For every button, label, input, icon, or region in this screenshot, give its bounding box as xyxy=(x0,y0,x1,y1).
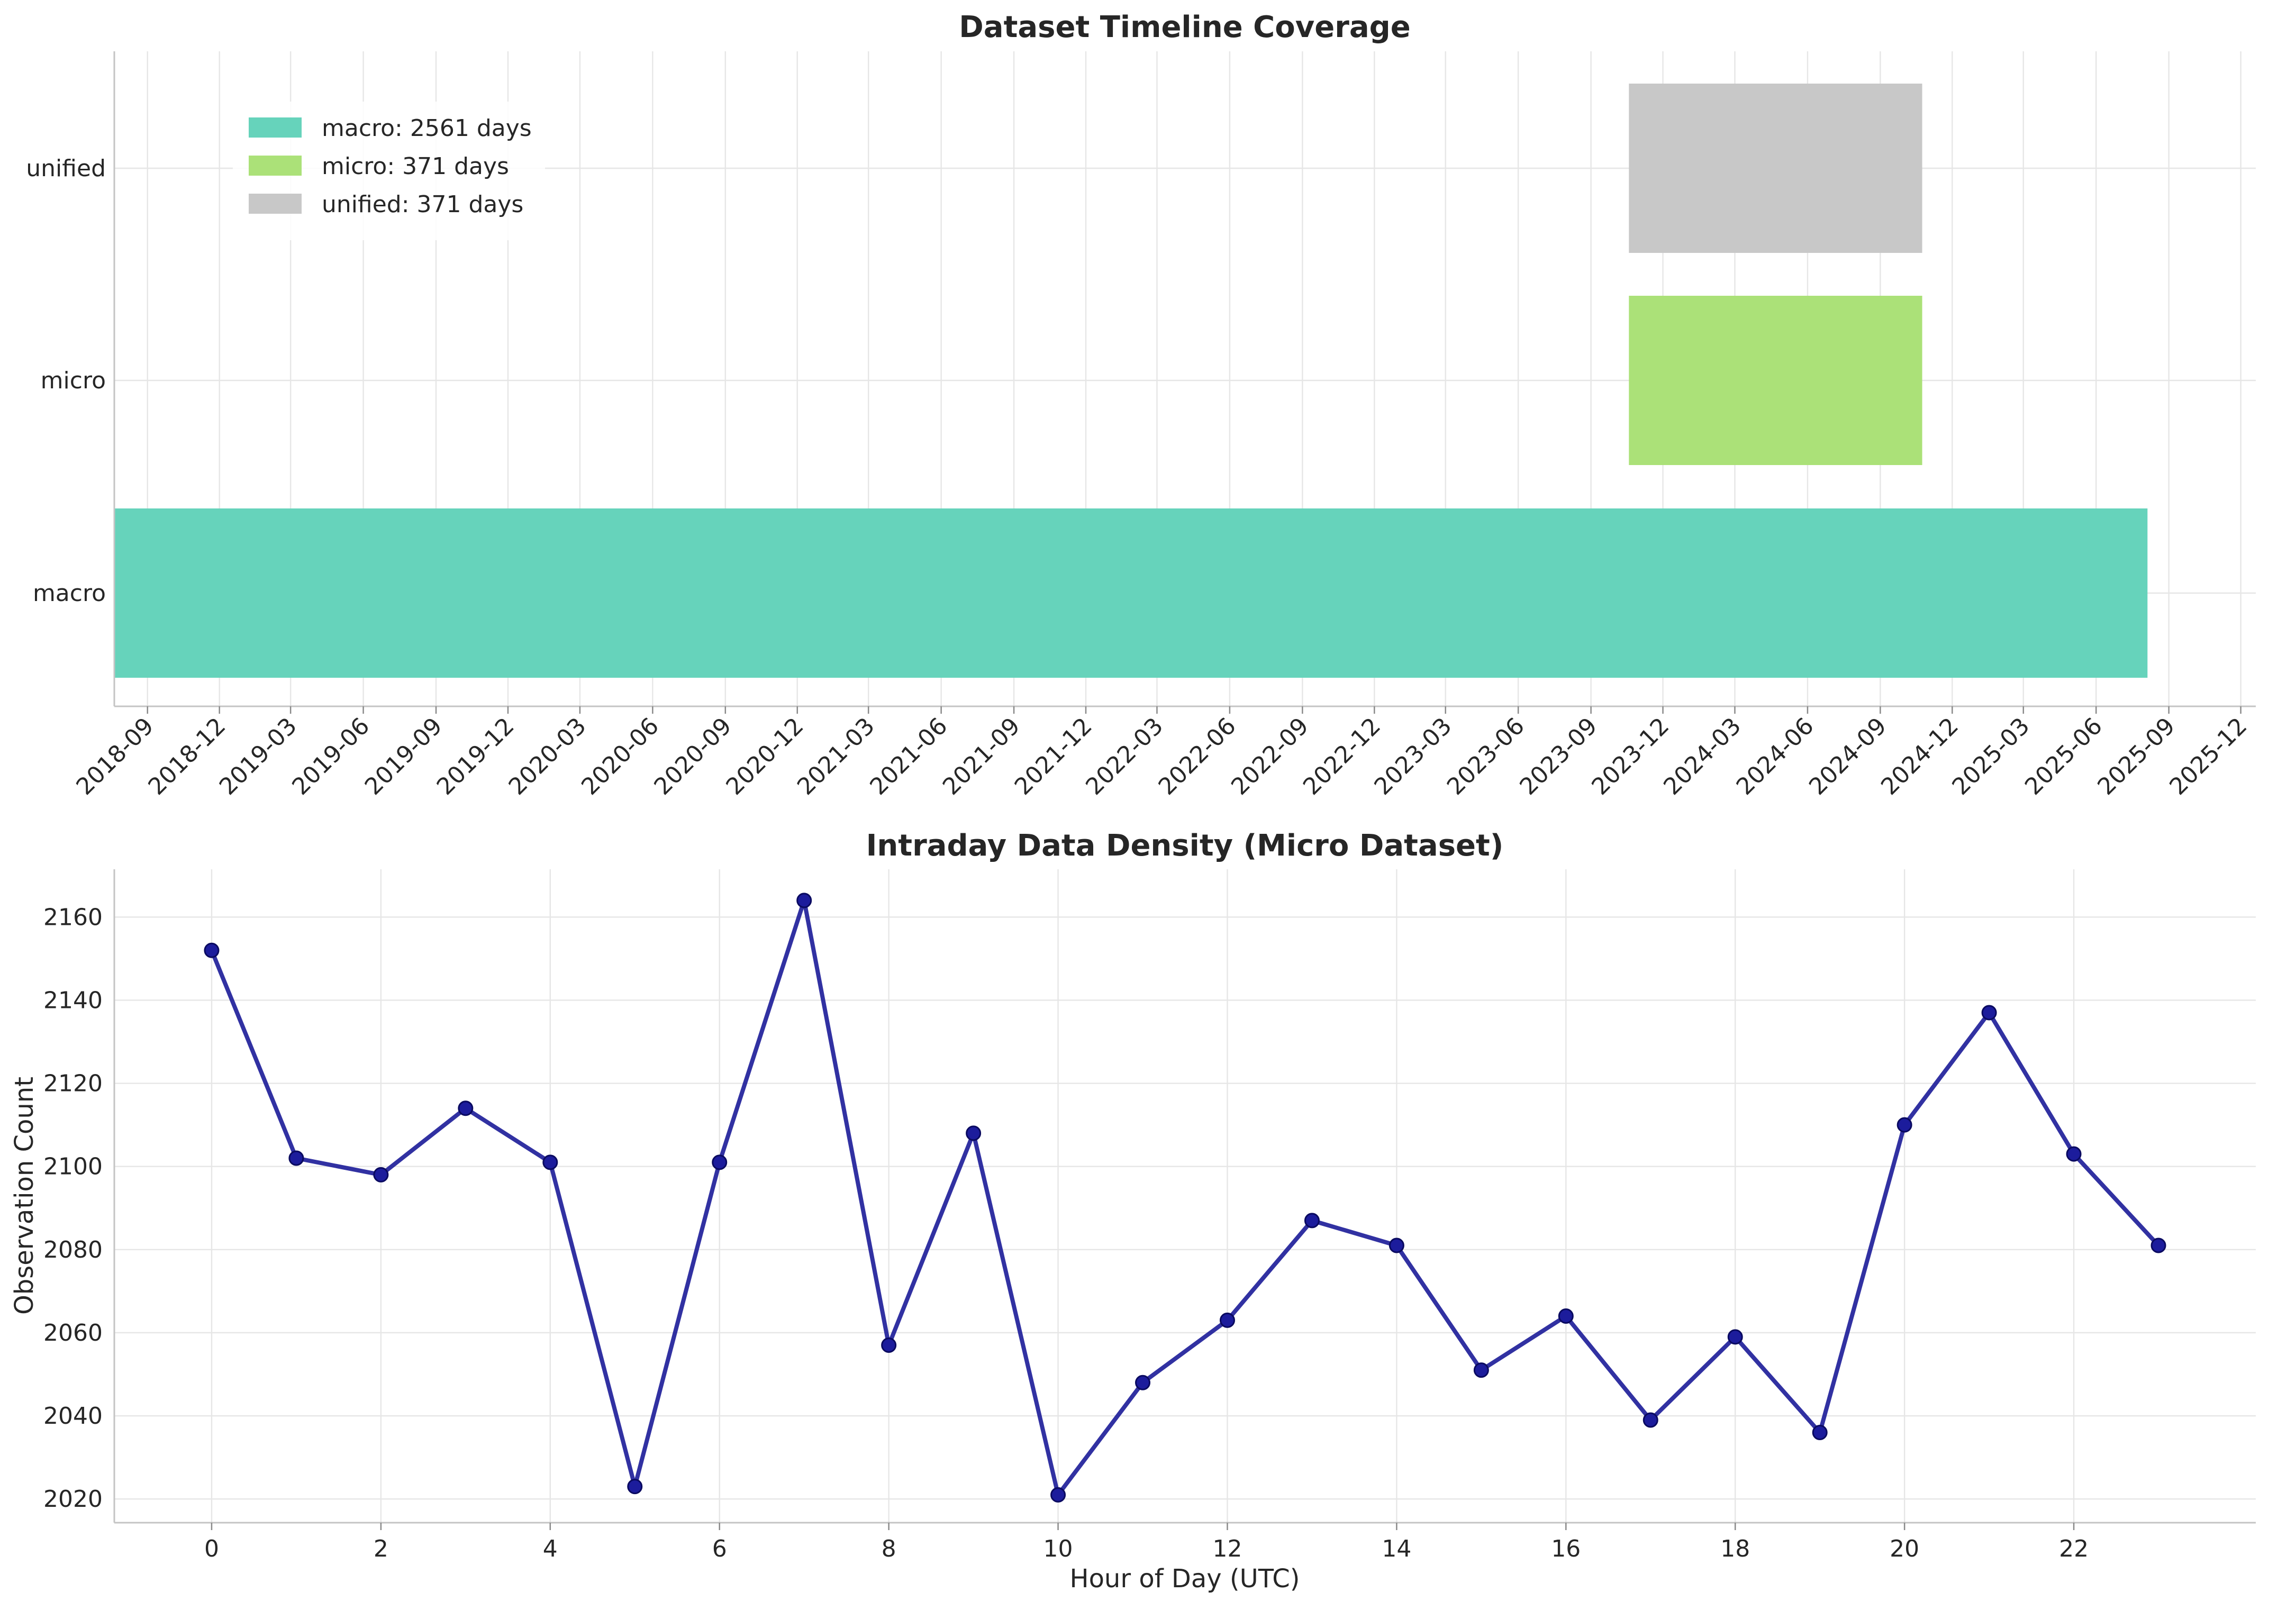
timeline-legend: macro: 2561 days micro: 371 days unified: … xyxy=(233,102,545,240)
intraday-y-tick-label: 2060 xyxy=(43,1320,103,1347)
intraday-x-tick-label: 20 xyxy=(1890,1535,1919,1562)
intraday-y-tick-label: 2140 xyxy=(43,987,103,1014)
intraday-point xyxy=(1981,1005,1997,1021)
intraday-point xyxy=(458,1100,474,1116)
intraday-series-line xyxy=(209,898,2161,1497)
intraday-x-tick-label: 2 xyxy=(374,1535,388,1562)
legend-label-0: macro: 2561 days xyxy=(322,115,532,142)
intraday-x-tick-label: 16 xyxy=(1551,1535,1581,1562)
intraday-point xyxy=(1896,1117,1912,1133)
legend-label-1: micro: 371 days xyxy=(322,153,509,180)
timeline-bar-micro xyxy=(1629,296,1922,465)
intraday-y-tick-label: 2120 xyxy=(43,1070,103,1097)
intraday-point xyxy=(1473,1362,1489,1378)
intraday-point xyxy=(2066,1146,2082,1162)
intraday-x-tick-label: 12 xyxy=(1212,1535,1242,1562)
intraday-x-tick-label: 18 xyxy=(1720,1535,1750,1562)
timeline-bars xyxy=(114,84,2148,678)
legend-swatch-0 xyxy=(249,117,302,138)
intraday-y-tick-label: 2160 xyxy=(43,904,103,931)
intraday-point xyxy=(1389,1238,1404,1253)
intraday-point xyxy=(1219,1312,1235,1328)
intraday-x-axis-label: Hour of Day (UTC) xyxy=(1069,1564,1300,1594)
timeline-y-tick-label: unified xyxy=(26,155,106,182)
timeline-y-ticks: macro micro unified xyxy=(26,155,106,607)
intraday-y-tick-label: 2080 xyxy=(43,1236,103,1263)
intraday-x-tick-label: 8 xyxy=(882,1535,896,1562)
intraday-x-tick-label: 10 xyxy=(1043,1535,1073,1562)
intraday-point xyxy=(712,1154,728,1170)
intraday-point xyxy=(1050,1487,1066,1503)
intraday-point xyxy=(1727,1329,1743,1345)
intraday-grid xyxy=(114,869,2256,1523)
intraday-point xyxy=(2150,1238,2166,1253)
intraday-point xyxy=(1558,1308,1574,1324)
legend-label-2: unified: 371 days xyxy=(322,191,523,218)
intraday-point xyxy=(1135,1375,1151,1390)
intraday-y-ticks: 2020 2040 2060 2080 2100 2120 2140 2160 xyxy=(43,904,103,1513)
intraday-point xyxy=(1812,1425,1828,1441)
intraday-point xyxy=(373,1167,389,1182)
intraday-point xyxy=(966,1125,982,1141)
intraday-x-tick-label: 14 xyxy=(1382,1535,1411,1562)
intraday-point xyxy=(1304,1213,1320,1229)
intraday-y-axis-label: Observation Count xyxy=(10,1077,39,1315)
intraday-x-tick-label: 6 xyxy=(712,1535,727,1562)
intraday-point xyxy=(542,1154,558,1170)
timeline-bar-macro xyxy=(114,508,2148,678)
intraday-point xyxy=(288,1150,304,1166)
timeline-bar-unified xyxy=(1629,84,1922,253)
intraday-point xyxy=(204,942,220,958)
intraday-point xyxy=(796,893,812,908)
intraday-x-tick-label: 4 xyxy=(543,1535,558,1562)
timeline-title: Dataset Timeline Coverage xyxy=(959,10,1410,44)
intraday-title: Intraday Data Density (Micro Dataset) xyxy=(866,829,1504,863)
intraday-density-panel: 0 2 4 6 8 10 12 14 16 18 20 22 2020 2040 2060 2080 2100… xyxy=(10,829,2256,1594)
intraday-point xyxy=(881,1338,897,1353)
intraday-point xyxy=(1642,1412,1658,1428)
timeline-y-tick-label: micro xyxy=(41,367,106,394)
legend-swatch-1 xyxy=(249,156,302,176)
intraday-y-tick-label: 2020 xyxy=(43,1486,103,1513)
timeline-y-tick-label: macro xyxy=(33,580,106,607)
intraday-x-ticks: 0 2 4 6 8 10 12 14 16 18 20 22 xyxy=(204,1523,2089,1562)
intraday-point xyxy=(627,1479,643,1495)
intraday-points xyxy=(204,893,2166,1503)
legend-frame xyxy=(233,102,545,240)
intraday-line xyxy=(209,898,2161,1497)
intraday-x-tick-label: 22 xyxy=(2059,1535,2089,1562)
intraday-y-tick-label: 2040 xyxy=(43,1403,103,1430)
intraday-y-tick-label: 2100 xyxy=(43,1153,103,1180)
legend-swatch-2 xyxy=(249,194,302,214)
intraday-x-tick-label: 0 xyxy=(204,1535,219,1562)
